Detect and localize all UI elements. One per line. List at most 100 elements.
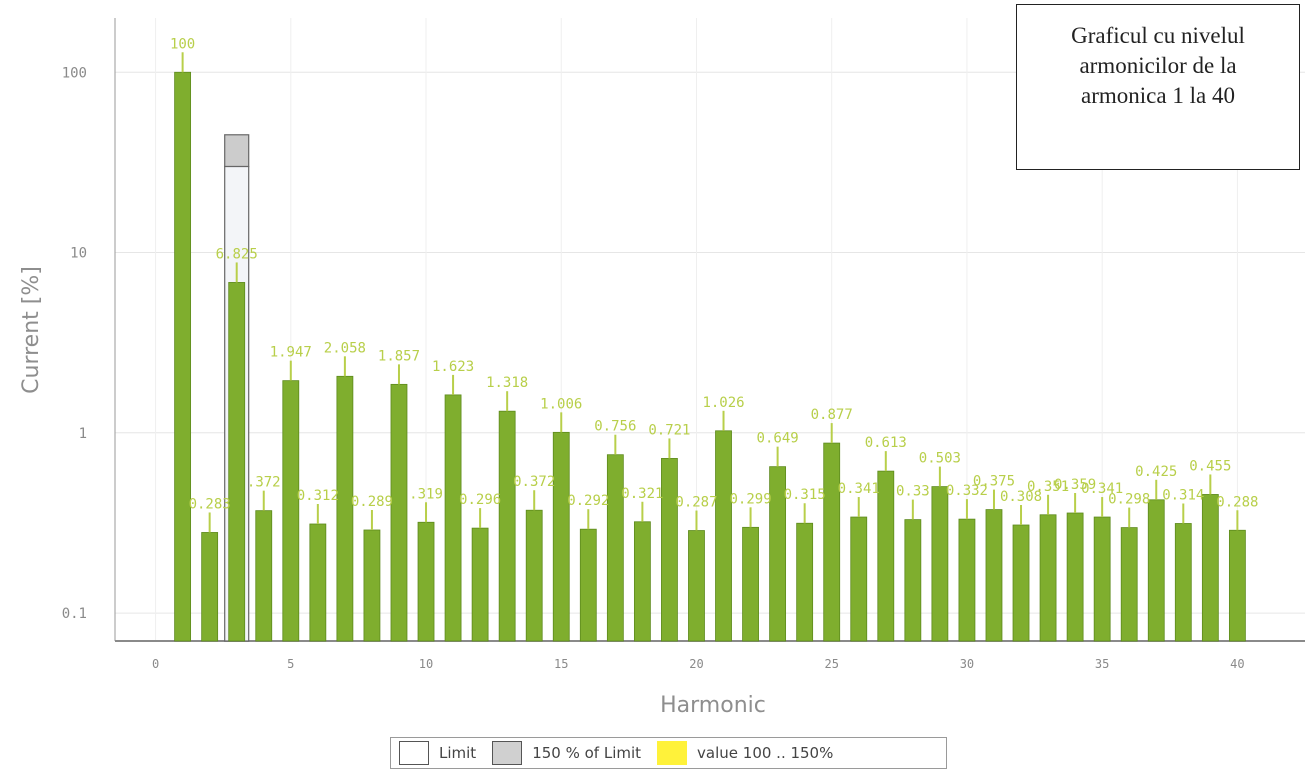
bar [985,509,1003,642]
bar [850,516,868,642]
value-label: 1.026 [702,395,744,411]
bar [417,521,435,642]
bar [904,519,922,642]
y-tick-label: 1 [79,426,87,442]
bar [255,510,273,642]
bar [1228,529,1246,642]
bar [661,458,678,642]
value-label: 0.455 [1189,458,1231,474]
value-label: 0.341 [838,481,880,497]
bar [1066,512,1084,642]
value-label: 1.006 [540,396,582,412]
x-tick-label: 40 [1230,657,1244,671]
annotation-line-2: armonicilor de la [1079,53,1237,78]
bar [1120,527,1138,642]
bar [201,532,219,642]
bar [552,431,570,642]
value-label: 0.359 [1054,477,1096,493]
value-label: 0.298 [1108,492,1150,508]
limit150-box [224,134,250,168]
bar [363,529,381,642]
value-label: 0.33 [896,484,930,500]
value-label: 0.288 [1216,494,1258,510]
bar [1174,523,1192,642]
bar [444,394,462,642]
value-label: 0.425 [1135,464,1177,480]
value-label: 0.613 [865,435,907,451]
bar [823,442,841,642]
legend-item-value-100-150: value 100 .. 150% [657,741,833,765]
value-label: 1.857 [378,348,420,364]
value-label: 1.623 [432,359,474,375]
value-label: 1.318 [486,375,528,391]
x-tick-label: 25 [824,657,838,671]
value-label: 0.312 [297,488,339,504]
value-label: .372 [247,475,281,491]
value-label: .319 [409,486,443,502]
bar [228,282,246,642]
bar [1039,514,1057,642]
bar [633,521,651,642]
bar [796,522,814,642]
bar [688,530,705,642]
bar [958,518,976,642]
x-tick-label: 30 [960,657,974,671]
bar [1201,494,1219,642]
x-tick-label: 5 [287,657,294,671]
value-label: 0.283 [189,496,231,512]
y-tick-label: 10 [70,246,87,262]
tick-labels: 0.1 1 10 100 0 5 10 15 20 25 30 35 40 [62,65,1245,671]
value-label: 6.825 [216,246,258,262]
bar [1147,499,1165,642]
bar [498,410,516,642]
legend-label-value-100-150: value 100 .. 150% [697,744,834,762]
value-label: 0.721 [648,422,690,438]
value-label: 0.756 [594,419,636,435]
value-label: 0.503 [919,451,961,467]
y-axis-title: Current [%] [19,266,44,394]
y-tick-label: 100 [62,65,87,81]
value-label: 1.947 [270,345,312,361]
annotation-line-3: armonica 1 la 40 [1081,83,1235,108]
legend-swatch-value-100-150 [657,741,688,765]
value-label: 100 [170,36,195,52]
x-tick-label: 0 [152,657,159,671]
value-label: 0.341 [1081,481,1123,497]
legend-item-limit: Limit [399,741,476,765]
bar [390,383,408,642]
annotation-line-1: Graficul cu nivelul [1071,23,1245,48]
bar [525,509,543,642]
value-label: 0.321 [621,486,663,502]
value-labels: 100 0.283 6.825 .372 1.947 0.312 2.058 0.289 1.8… [170,36,1258,512]
value-label: 0.649 [757,431,799,447]
value-label: 2.058 [324,340,366,356]
bar [471,527,489,642]
bar [1093,516,1111,642]
bar [742,526,759,642]
bar [877,470,895,642]
x-tick-label: 20 [689,657,703,671]
bar [715,430,732,642]
legend-swatch-150-limit [492,741,523,765]
value-label: 0.289 [351,494,393,510]
legend-label-limit: Limit [439,744,477,762]
value-label: 0.299 [729,491,771,507]
bar [309,523,327,642]
bar [606,454,624,642]
value-label: 0.308 [1000,489,1042,505]
value-label: 0.372 [513,474,555,490]
x-tick-label: 10 [419,657,433,671]
legend: Limit 150 % of Limit value 100 .. 150% [390,737,947,769]
value-label: 0.296 [459,492,501,508]
bar [282,380,300,642]
bar [579,528,597,642]
value-label: 0.315 [784,487,826,503]
y-tick-label: 0.1 [62,606,87,622]
bars [174,52,1246,642]
x-tick-label: 35 [1095,657,1109,671]
value-label: 0.292 [567,493,609,509]
bar [931,486,949,642]
value-label: 0.375 [973,474,1015,490]
value-label: 0.287 [675,495,717,511]
